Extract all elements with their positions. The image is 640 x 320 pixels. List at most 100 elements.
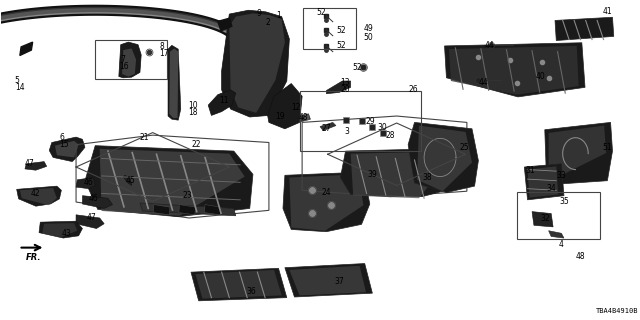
Text: 52: 52: [352, 63, 362, 72]
Polygon shape: [195, 270, 282, 299]
Text: 45: 45: [125, 176, 135, 185]
Text: 52: 52: [317, 8, 326, 17]
Text: 44: 44: [484, 41, 495, 51]
Text: 34: 34: [547, 184, 556, 193]
Polygon shape: [124, 175, 132, 186]
Polygon shape: [289, 174, 364, 231]
Text: 14: 14: [15, 83, 24, 92]
Polygon shape: [532, 212, 553, 227]
Text: 26: 26: [408, 85, 418, 94]
Text: 24: 24: [321, 188, 331, 197]
Text: 51: 51: [602, 143, 612, 152]
Polygon shape: [170, 49, 178, 118]
Polygon shape: [320, 123, 336, 131]
Text: 13: 13: [340, 78, 350, 87]
Text: 38: 38: [422, 173, 432, 182]
Bar: [303, 8, 356, 49]
Bar: [95, 40, 167, 79]
Text: 16: 16: [119, 62, 129, 71]
Text: 12: 12: [291, 103, 301, 112]
Text: 19: 19: [275, 113, 285, 122]
Text: 46: 46: [84, 179, 93, 188]
Polygon shape: [326, 81, 351, 94]
Polygon shape: [527, 166, 558, 197]
Polygon shape: [555, 17, 614, 41]
Text: 42: 42: [31, 189, 40, 198]
Polygon shape: [221, 10, 289, 117]
Polygon shape: [229, 13, 285, 113]
Text: 15: 15: [60, 140, 69, 148]
Text: 41: 41: [602, 7, 612, 16]
Text: 48: 48: [575, 252, 585, 261]
Text: 22: 22: [191, 140, 200, 149]
Bar: [516, 192, 600, 239]
Polygon shape: [300, 114, 310, 122]
Text: 8: 8: [159, 42, 164, 52]
Polygon shape: [39, 221, 83, 238]
Text: 17: 17: [159, 49, 169, 58]
Text: 36: 36: [246, 287, 256, 296]
Text: 2: 2: [266, 19, 271, 28]
Polygon shape: [83, 196, 113, 208]
Text: 3: 3: [344, 127, 349, 136]
Polygon shape: [208, 90, 236, 116]
Polygon shape: [25, 162, 47, 170]
Text: 44: 44: [478, 78, 488, 87]
Text: 9: 9: [257, 9, 261, 18]
Polygon shape: [268, 84, 302, 129]
Text: 6: 6: [60, 132, 65, 141]
Text: 27: 27: [322, 124, 332, 133]
Polygon shape: [283, 172, 370, 232]
Text: 18: 18: [188, 108, 197, 117]
Text: 11: 11: [219, 96, 228, 105]
Text: 28: 28: [385, 131, 395, 140]
Polygon shape: [340, 149, 447, 197]
Text: FR.: FR.: [26, 253, 42, 262]
Polygon shape: [179, 204, 195, 215]
Polygon shape: [42, 223, 77, 237]
Text: 5: 5: [15, 76, 20, 85]
Polygon shape: [204, 204, 221, 215]
Polygon shape: [154, 204, 170, 215]
Text: 48: 48: [299, 114, 308, 123]
Polygon shape: [140, 203, 236, 216]
Text: 35: 35: [559, 197, 569, 206]
Polygon shape: [351, 152, 438, 198]
Text: 1: 1: [276, 12, 282, 20]
Text: 21: 21: [140, 132, 149, 141]
Bar: [300, 92, 421, 151]
Text: 23: 23: [182, 190, 193, 200]
Polygon shape: [548, 231, 564, 238]
Polygon shape: [20, 188, 57, 205]
Text: 4: 4: [558, 240, 563, 249]
Text: 39: 39: [368, 170, 378, 179]
Text: 52: 52: [336, 26, 346, 35]
Polygon shape: [445, 43, 585, 97]
Polygon shape: [76, 215, 104, 228]
Polygon shape: [408, 123, 478, 193]
Text: 29: 29: [366, 116, 376, 126]
Polygon shape: [218, 18, 232, 31]
Text: 43: 43: [61, 229, 71, 238]
Text: 49: 49: [364, 24, 373, 33]
Polygon shape: [289, 266, 366, 295]
Text: TBA4B4910B: TBA4B4910B: [596, 308, 638, 314]
Text: 40: 40: [536, 72, 546, 81]
Polygon shape: [524, 164, 564, 200]
Polygon shape: [119, 42, 141, 78]
Polygon shape: [191, 268, 287, 301]
Text: 37: 37: [334, 277, 344, 286]
Polygon shape: [20, 42, 33, 55]
Polygon shape: [49, 137, 85, 162]
Text: 31: 31: [525, 166, 535, 175]
Polygon shape: [55, 141, 79, 157]
Text: 52: 52: [336, 41, 346, 51]
Polygon shape: [85, 146, 253, 217]
Text: 32: 32: [540, 214, 550, 223]
Polygon shape: [17, 186, 61, 206]
Text: 20: 20: [340, 85, 350, 94]
Text: 10: 10: [188, 101, 197, 110]
Text: 47: 47: [87, 213, 97, 222]
Text: 30: 30: [378, 123, 387, 132]
Text: 47: 47: [24, 159, 34, 168]
